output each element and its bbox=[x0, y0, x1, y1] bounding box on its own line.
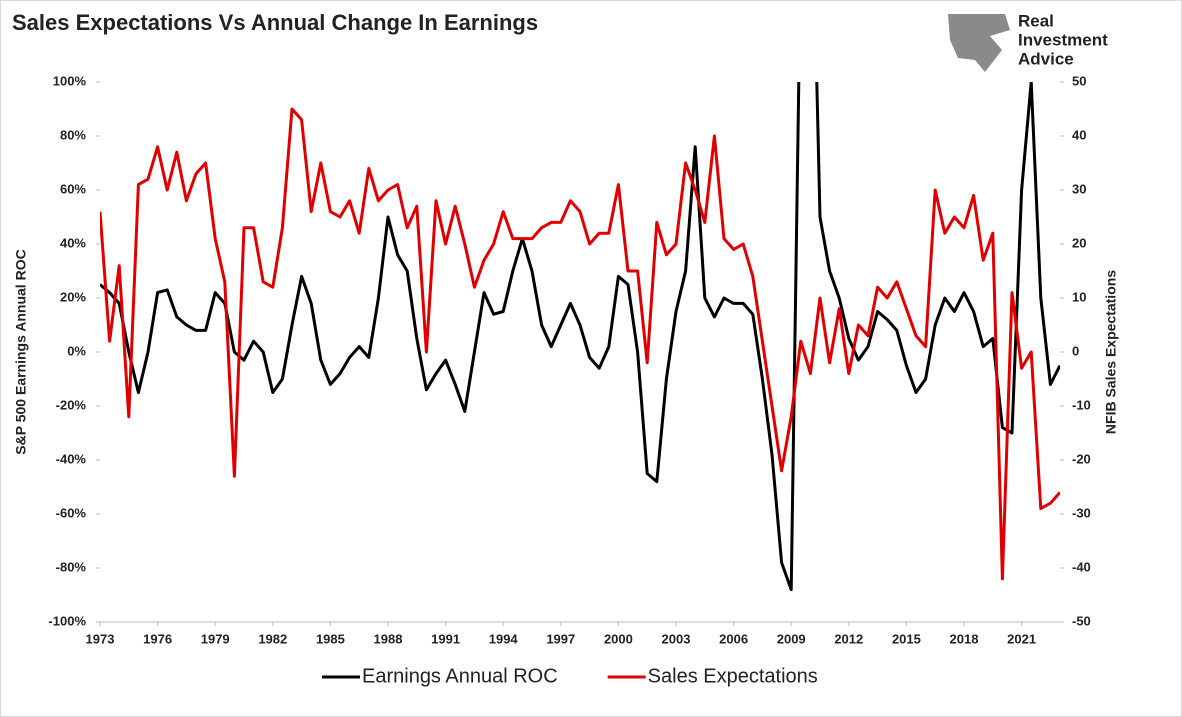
logo-text: Advice bbox=[1018, 49, 1074, 68]
data-line bbox=[100, 107, 1060, 581]
x-tick-label: 2000 bbox=[604, 631, 633, 646]
data-line bbox=[100, 82, 1060, 592]
y-tick-label: -20% bbox=[56, 397, 87, 412]
y2-tick-label: 40 bbox=[1072, 127, 1086, 142]
x-tick-label: 2021 bbox=[1007, 631, 1036, 646]
x-tick-label: 1994 bbox=[489, 631, 519, 646]
x-tick-label: 2006 bbox=[719, 631, 748, 646]
y2-tick-label: -40 bbox=[1072, 559, 1091, 574]
legend-label: Sales Expectations bbox=[648, 665, 818, 687]
x-tick-label: 1988 bbox=[374, 631, 403, 646]
y-tick-label: 100% bbox=[53, 73, 87, 88]
x-tick-label: 1979 bbox=[201, 631, 230, 646]
y-tick-label: 0% bbox=[67, 343, 86, 358]
x-tick-label: 2009 bbox=[777, 631, 806, 646]
y2-tick-label: 10 bbox=[1072, 289, 1086, 304]
logo: Real Investment Advice bbox=[948, 11, 1108, 72]
y2-tick-label: -50 bbox=[1072, 613, 1091, 628]
y-tick-label: -80% bbox=[56, 559, 87, 574]
y-tick-label: -100% bbox=[48, 613, 86, 628]
x-tick-label: 1991 bbox=[431, 631, 460, 646]
y2-tick-label: 20 bbox=[1072, 235, 1086, 250]
y-tick-label: 40% bbox=[60, 235, 86, 250]
y2-tick-label: -20 bbox=[1072, 451, 1091, 466]
plot-area bbox=[100, 82, 1060, 592]
logo-mark bbox=[948, 14, 1010, 72]
chart-title: Sales Expectations Vs Annual Change In E… bbox=[12, 10, 538, 35]
y2-tick-label: -10 bbox=[1072, 397, 1091, 412]
legend-label: Earnings Annual ROC bbox=[362, 665, 558, 687]
x-tick-label: 1982 bbox=[258, 631, 287, 646]
y2-tick-label: 50 bbox=[1072, 73, 1086, 88]
y2-tick-label: 30 bbox=[1072, 181, 1086, 196]
x-tick-label: 2003 bbox=[662, 631, 691, 646]
x-tick-label: 2018 bbox=[950, 631, 979, 646]
y-axis-label: S&P 500 Earnings Annual ROC bbox=[13, 249, 29, 454]
x-tick-label: 2012 bbox=[834, 631, 863, 646]
y-tick-label: 20% bbox=[60, 289, 86, 304]
logo-text: Real bbox=[1018, 11, 1054, 30]
x-tick-label: 2015 bbox=[892, 631, 921, 646]
x-tick-label: 1973 bbox=[86, 631, 115, 646]
y2-tick-label: 0 bbox=[1072, 343, 1079, 358]
y2-axis-label: NFIB Sales Expectations bbox=[1103, 270, 1119, 434]
y-tick-label: -40% bbox=[56, 451, 87, 466]
y-tick-label: 60% bbox=[60, 181, 86, 196]
logo-text: Investment bbox=[1018, 30, 1108, 49]
y2-tick-label: -30 bbox=[1072, 505, 1091, 520]
y-tick-label: 80% bbox=[60, 127, 86, 142]
y-tick-label: -60% bbox=[56, 505, 87, 520]
x-tick-label: 1997 bbox=[546, 631, 575, 646]
x-tick-label: 1985 bbox=[316, 631, 345, 646]
x-tick-label: 1976 bbox=[143, 631, 172, 646]
